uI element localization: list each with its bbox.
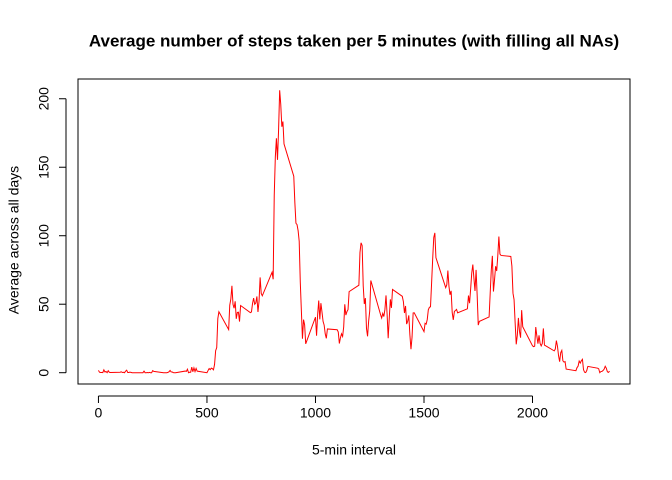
x-tick-label: 1000 [300,405,331,421]
x-axis-label: 5-min interval [312,442,396,458]
y-tick-label: 0 [36,369,52,377]
plot-box [77,78,631,385]
x-tick-label: 0 [95,405,103,421]
x-tick-label: 500 [195,405,219,421]
y-tick-label: 200 [36,87,52,111]
x-tick-label: 2000 [517,405,548,421]
y-tick-label: 100 [36,224,52,248]
y-axis-label: Average across all days [6,166,22,314]
data-line [98,90,610,374]
y-tick-label: 150 [36,155,52,179]
y-tick-label: 50 [36,296,52,312]
x-tick-label: 1500 [408,405,439,421]
chart-title: Average number of steps taken per 5 minu… [89,31,619,50]
